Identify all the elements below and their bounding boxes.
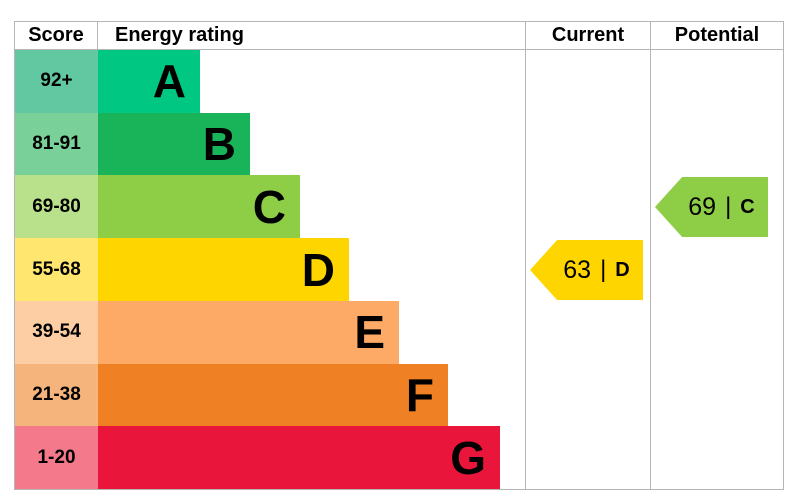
current-rating-band: D [615, 258, 630, 281]
band-score-range: 55-68 [15, 238, 98, 301]
potential-rating-band: C [740, 195, 755, 218]
current-rating-separator: | [600, 256, 607, 283]
potential-rating-value: 69 [688, 192, 717, 221]
band-bar-a: A [98, 50, 200, 113]
energy-rating-column-header: Energy rating [115, 24, 244, 46]
potential-rating-separator: | [725, 193, 732, 220]
band-score-range: 81-91 [15, 112, 98, 176]
band-score-range: 1-20 [15, 426, 98, 490]
potential-rating-arrow: 69 | C [655, 177, 768, 237]
band-bar-g: G [98, 426, 500, 490]
chart-header-row: Score Energy rating Current Potential [15, 22, 783, 50]
potential-column-header: Potential [650, 22, 783, 49]
band-bar-f: F [98, 363, 448, 427]
band-bar-c: C [98, 175, 300, 239]
band-bar-b: B [98, 112, 250, 176]
band-row: 92+ A [15, 50, 783, 113]
epc-rating-chart: Score Energy rating Current Potential 92… [14, 21, 784, 490]
band-row: 69-80 C [15, 175, 783, 239]
band-bar-d: D [98, 238, 349, 301]
band-score-range: 69-80 [15, 175, 98, 239]
band-score-range: 21-38 [15, 363, 98, 427]
band-row: 39-54 E [15, 300, 783, 364]
band-row: 81-91 B [15, 112, 783, 176]
current-rating-arrow: 63 | D [530, 240, 643, 300]
current-column-header: Current [525, 22, 650, 49]
band-row: 21-38 F [15, 363, 783, 427]
band-bar-e: E [98, 300, 399, 364]
potential-column-divider [650, 50, 651, 489]
current-column-divider [525, 50, 526, 489]
current-rating-value: 63 [563, 255, 592, 284]
band-row: 55-68 D [15, 238, 783, 301]
band-score-range: 39-54 [15, 300, 98, 364]
score-column-header: Score [15, 22, 98, 49]
band-score-range: 92+ [15, 50, 98, 113]
band-row: 1-20 G [15, 426, 783, 490]
rating-bands: 92+ A 81-91 B 69-80 C 55-68 D 39-54 E 21… [15, 50, 783, 490]
